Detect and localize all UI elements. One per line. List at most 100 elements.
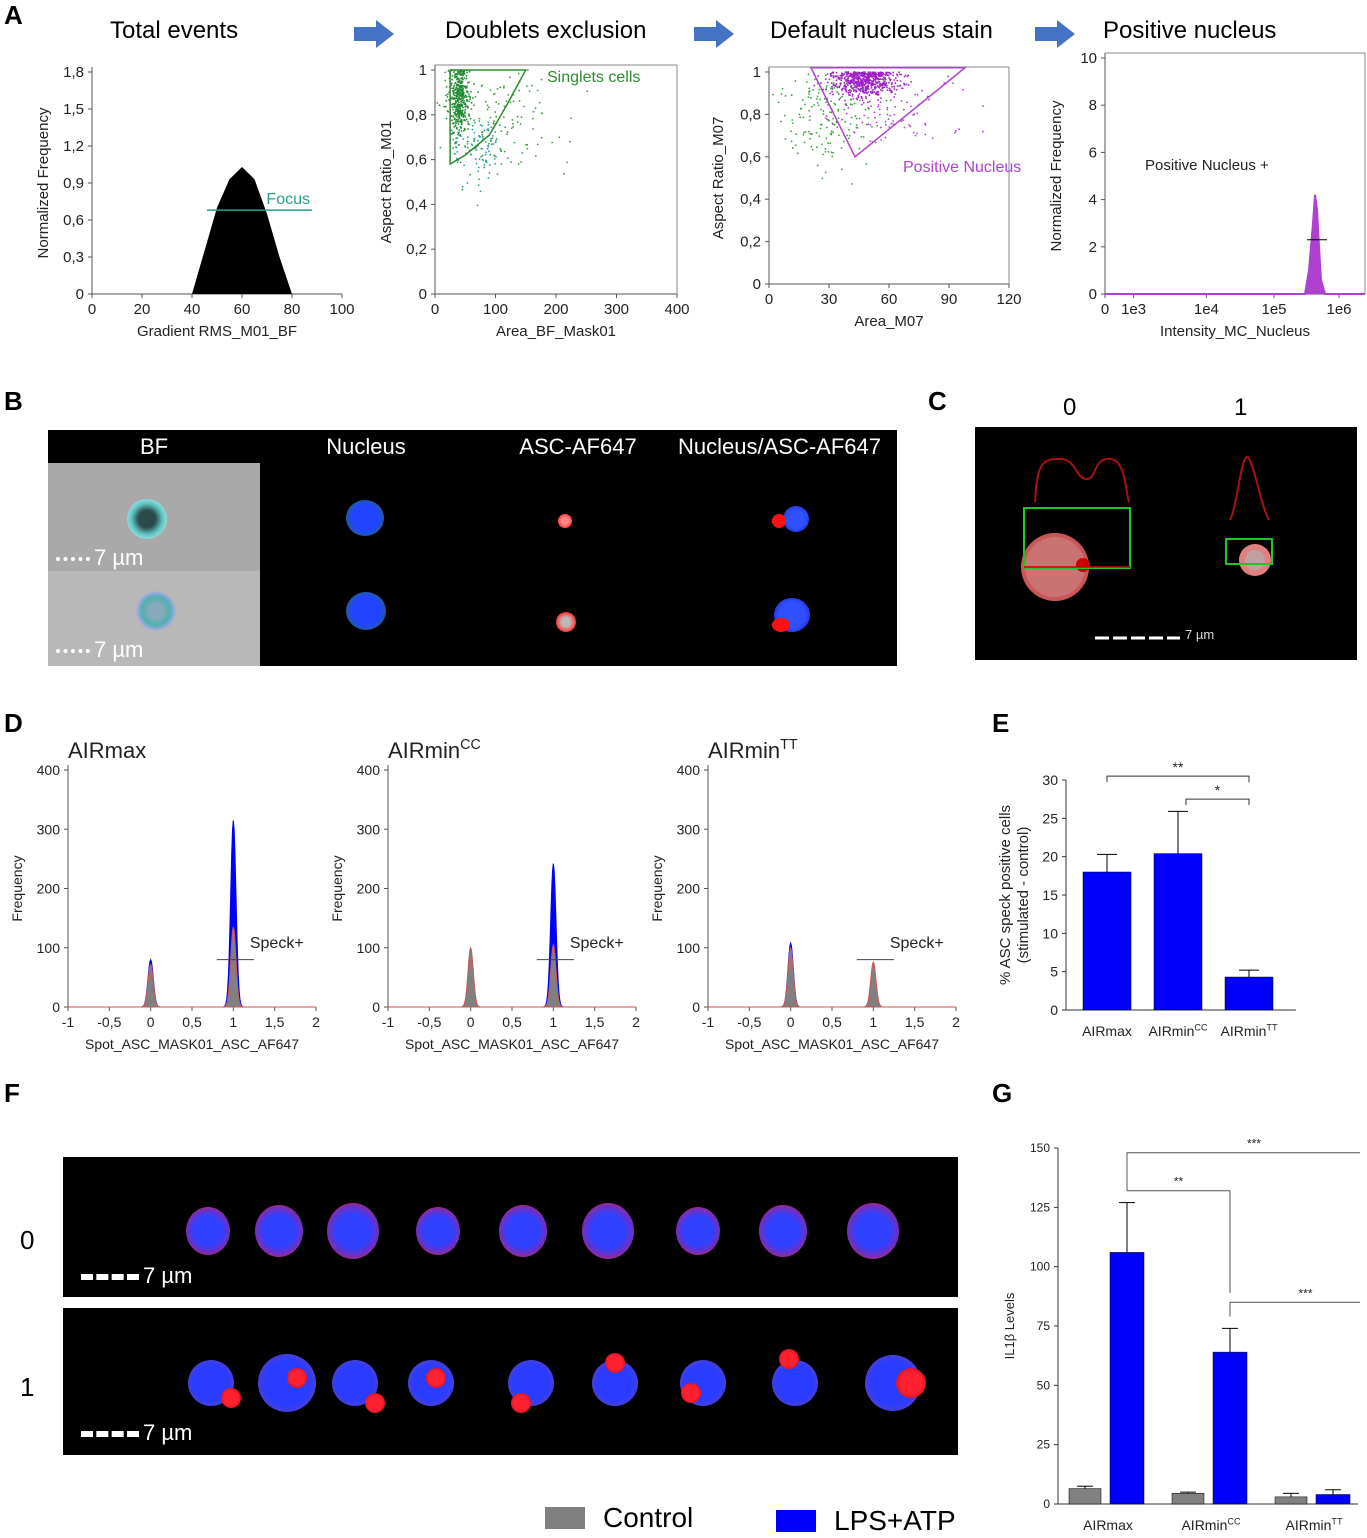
scatter-point	[821, 143, 823, 146]
scatter-point	[493, 158, 496, 160]
scatter-point	[846, 82, 848, 85]
scatter-point	[824, 171, 827, 174]
y-tick-label: 200	[357, 881, 381, 897]
x-tick-label: 0	[1101, 301, 1109, 318]
scatter-point	[847, 89, 850, 92]
scatter-point	[928, 98, 930, 101]
y-tick-label: 0,6	[63, 212, 84, 229]
scatter-point	[790, 140, 793, 143]
scatter-point	[465, 90, 468, 92]
x-tick-label: AIRminCC	[1181, 1516, 1240, 1533]
scatter-point	[783, 114, 786, 117]
scatter-point	[817, 92, 820, 95]
scatter-point	[586, 90, 589, 93]
scatter-point	[536, 143, 539, 146]
chart-title: AIRminTT	[708, 737, 798, 763]
label-speck-0: 0	[1063, 394, 1077, 421]
scatter-point	[884, 136, 887, 139]
scatter-point	[465, 77, 468, 80]
scatter-point	[866, 80, 869, 83]
scatter-point	[907, 74, 910, 77]
scatter-point	[825, 74, 827, 77]
scatter-point	[952, 82, 954, 85]
title-default-nucleus-stain: Default nucleus stain	[770, 17, 993, 44]
scatter-point	[861, 121, 864, 124]
scatter-point	[873, 90, 876, 93]
scatter-point	[490, 143, 493, 146]
title-positive-nucleus: Positive nucleus	[1103, 17, 1277, 44]
scatter-point	[893, 79, 896, 81]
scatter-point	[832, 76, 835, 79]
scatter-point	[832, 82, 835, 84]
scatter-point	[450, 84, 453, 87]
scatter-point	[558, 136, 561, 139]
scatter-point	[861, 75, 864, 78]
scatter-point	[880, 97, 882, 99]
cell-gallery-row-1: 7 µm	[63, 1308, 958, 1455]
scatter-point	[510, 127, 513, 130]
scatter-point	[466, 146, 469, 149]
x-tick-label: 1e5	[1261, 301, 1286, 318]
scatter-point	[850, 116, 853, 119]
cell-image	[499, 1205, 547, 1257]
scatter-point	[819, 123, 822, 126]
gate-label: Singlets cells	[547, 69, 640, 86]
scatter-point	[473, 119, 475, 122]
scatter-point	[484, 154, 487, 156]
scatter-point	[462, 113, 464, 115]
scatter-point	[865, 123, 868, 126]
scatter-point	[870, 90, 873, 93]
scatter-point	[847, 77, 850, 80]
scatter-point	[532, 128, 534, 130]
y-tick-label: 1	[419, 62, 427, 79]
scatter-doublets: 0 100 200 300 400 0 0,2 0,4 0,6 0,8 1 Area_BF_Mask0…	[378, 62, 690, 340]
scatter-point	[462, 129, 465, 132]
scatter-point	[801, 99, 804, 101]
scatter-point	[830, 100, 832, 103]
scatter-point	[863, 114, 866, 117]
scatter-point	[878, 108, 881, 111]
scatter-point	[843, 82, 846, 85]
scatter-point	[507, 94, 510, 96]
scatter-point	[866, 101, 869, 104]
scatter-point	[500, 163, 503, 166]
y-tick-label: 100	[1030, 1260, 1050, 1274]
panel-label-f: F	[4, 1078, 20, 1108]
scatter-point	[475, 162, 478, 165]
scatter-point	[865, 162, 868, 165]
scatter-point	[867, 71, 870, 74]
y-tick-label: 0	[753, 276, 761, 293]
scatter-point	[455, 146, 458, 149]
scatter-point	[477, 170, 480, 173]
scatter-point	[512, 126, 514, 128]
scatter-point	[843, 108, 846, 111]
scatter-point	[459, 107, 462, 110]
header-bf: BF	[139, 434, 169, 459]
header-nucleus: Nucleus	[326, 434, 406, 459]
scatter-point	[890, 73, 892, 75]
scatter-point	[899, 80, 902, 82]
x-tick-label: -0,5	[737, 1014, 761, 1030]
scatter-point	[839, 74, 842, 77]
scatter-point	[461, 76, 463, 79]
scatter-point	[483, 166, 486, 169]
scatter-point	[836, 126, 839, 129]
scatter-point	[840, 75, 843, 77]
scatter-point	[439, 146, 442, 149]
scatter-point	[532, 110, 535, 113]
scatter-point	[795, 133, 798, 136]
scatter-point	[790, 130, 792, 133]
scatter-point	[458, 105, 461, 108]
scatter-point	[839, 82, 842, 85]
scatter-point	[855, 97, 858, 100]
scatter-point	[837, 77, 840, 80]
scatter-point	[871, 75, 874, 77]
scatter-point	[464, 94, 467, 97]
scatter-point	[875, 93, 878, 96]
intensity-profile-overlay	[1021, 455, 1273, 640]
scatter-point	[444, 79, 447, 82]
gate-label: Positive Nucleus +	[1145, 157, 1269, 174]
scatter-point	[832, 93, 834, 96]
scatter-point	[843, 72, 846, 75]
scatter-point	[844, 121, 847, 123]
